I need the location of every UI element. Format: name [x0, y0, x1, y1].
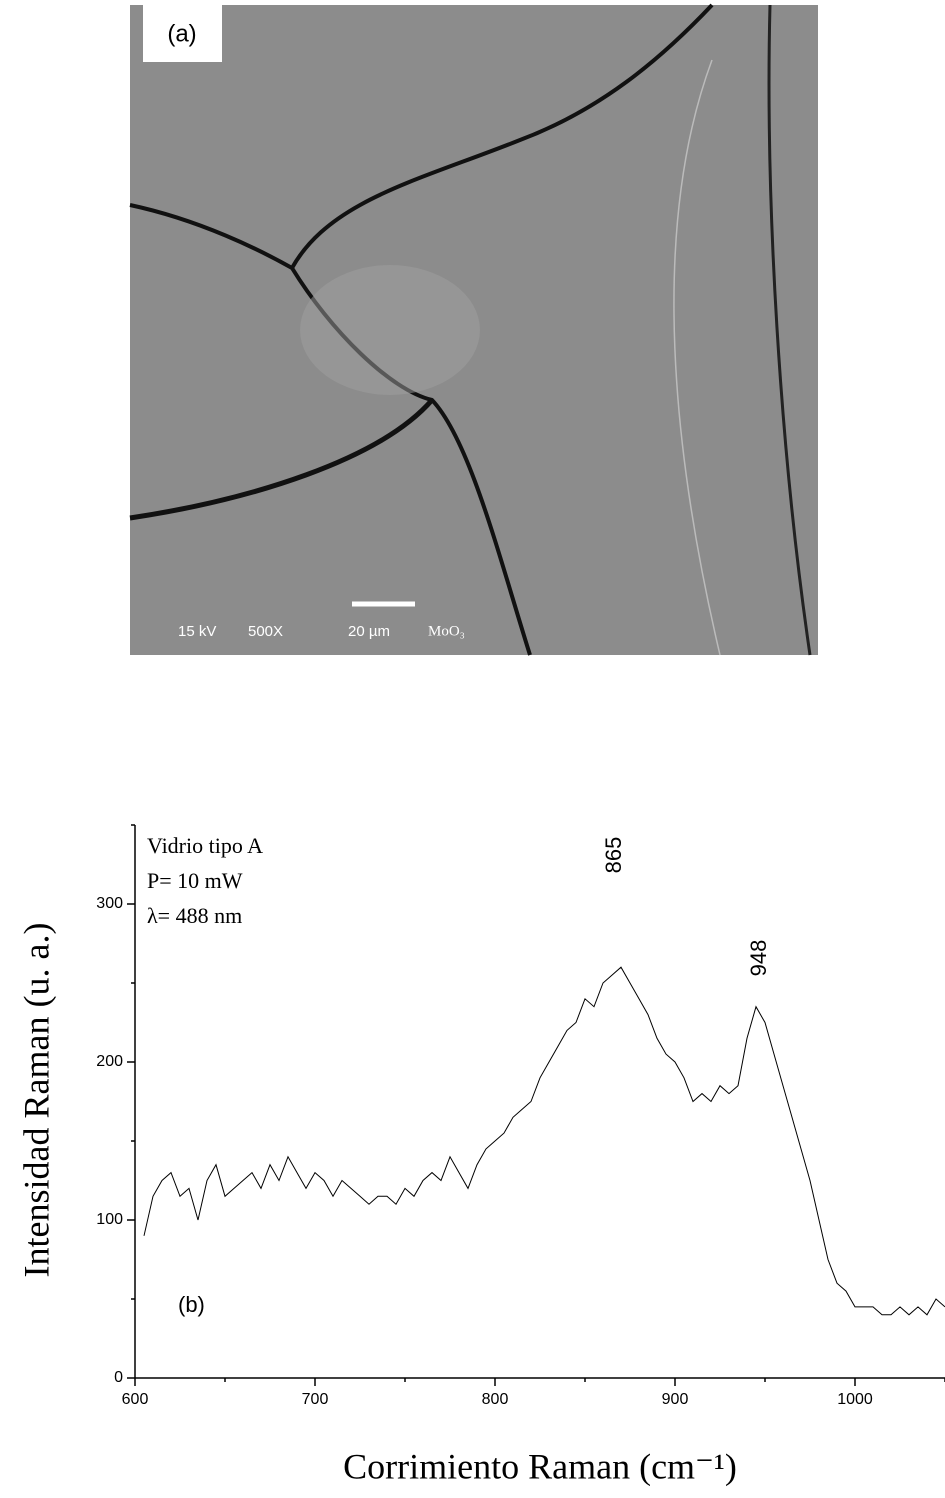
y-tick-label: 200 [96, 1053, 123, 1070]
annotation: P= 10 mW [147, 868, 243, 893]
label-box [143, 5, 222, 62]
crack [290, 3, 714, 269]
scale-label: 20 µm [348, 623, 390, 640]
x-tick-label: 1000 [837, 1391, 873, 1408]
panel-label: (a) [167, 20, 196, 47]
x-tick-label: 600 [122, 1391, 149, 1408]
y-tick-label: 100 [96, 1211, 123, 1228]
x-axis-title: Corrimiento Raman (cm⁻¹) [343, 1446, 737, 1486]
annotation: (b) [178, 1292, 205, 1317]
crack [767, 4, 812, 656]
sem-image: (a) 15 kV 500X 20 µm MoO₃ [129, 3, 818, 656]
spot [300, 265, 480, 395]
crack [129, 398, 434, 521]
sample-label: MoO₃ [428, 623, 465, 639]
y-tick-label: 300 [96, 895, 123, 912]
x-tick-label: 800 [482, 1391, 509, 1408]
x-tick-label: 900 [662, 1391, 689, 1408]
spectrum-line [143, 966, 945, 1316]
annotation: Vidrio tipo A [147, 833, 263, 858]
peak-label: 865 [601, 837, 626, 874]
annotation: λ= 488 nm [147, 903, 242, 928]
peak-label: 948 [746, 940, 771, 977]
line-feature [673, 59, 721, 656]
x-tick-label: 700 [302, 1391, 329, 1408]
y-tick-label: 0 [114, 1369, 123, 1386]
y-axis-title: Intensidad Raman (u. a.) [16, 923, 56, 1278]
magnification: 500X [248, 623, 283, 640]
voltage: 15 kV [178, 623, 216, 640]
